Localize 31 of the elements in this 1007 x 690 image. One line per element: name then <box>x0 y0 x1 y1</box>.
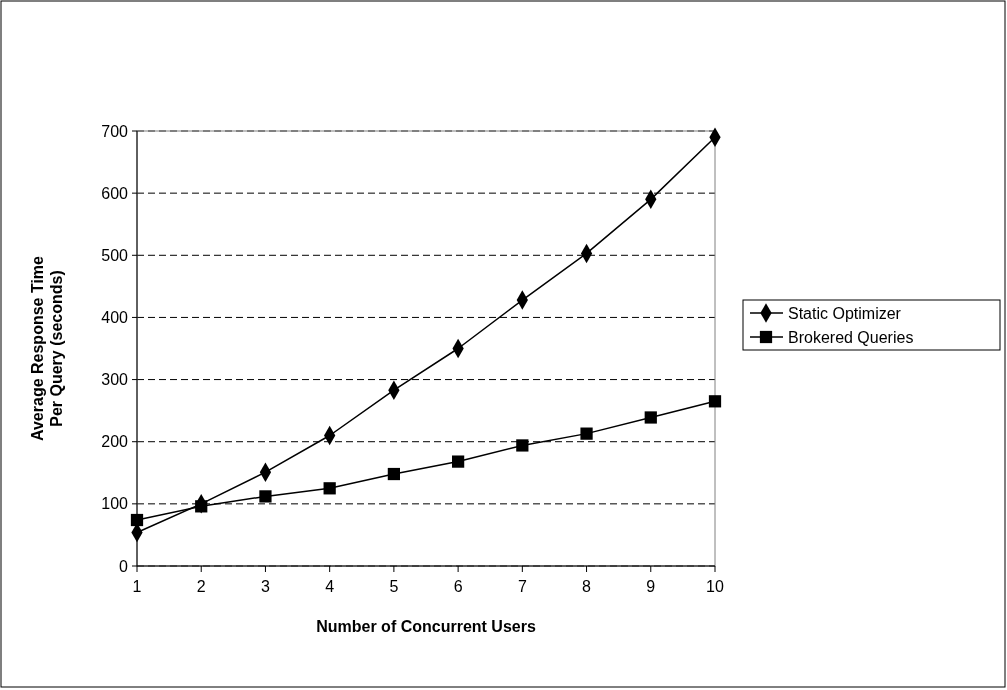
point <box>130 513 144 527</box>
x-tick-label: 4 <box>325 578 335 595</box>
point <box>516 439 529 452</box>
y-tick-label: 300 <box>101 371 129 389</box>
x-tick-label: 10 <box>706 578 724 595</box>
x-tick-label: 7 <box>517 578 527 595</box>
legend-label: Static Optimizer <box>788 304 902 322</box>
x-tick-label: 9 <box>646 578 656 595</box>
y-axis-title: Average Response Time Per Query (seconds) <box>29 255 66 441</box>
y-tick-label: 600 <box>101 184 129 202</box>
y-tick-label: 700 <box>101 122 129 140</box>
x-tick-label: 3 <box>260 578 270 595</box>
y-tick-label: 500 <box>101 246 129 264</box>
point <box>387 467 401 481</box>
point <box>451 455 465 468</box>
point <box>323 482 336 495</box>
x-tick-label: 5 <box>389 578 399 595</box>
point <box>259 490 272 503</box>
y-tick-label: 400 <box>101 309 129 327</box>
x-tick-label: 8 <box>582 578 592 595</box>
point <box>644 411 657 424</box>
point <box>708 395 722 408</box>
x-tick-label: 1 <box>132 578 142 595</box>
point <box>580 427 593 440</box>
x-tick-label: 6 <box>453 578 463 595</box>
x-axis-title: Number of Concurrent Users <box>316 618 536 635</box>
legend-label: Brokered Queries <box>788 328 914 346</box>
y-tick-label: 0 <box>119 557 129 575</box>
x-tick-label: 2 <box>196 578 206 595</box>
y-tick-label: 100 <box>101 495 129 513</box>
y-tick-label: 200 <box>101 433 129 451</box>
